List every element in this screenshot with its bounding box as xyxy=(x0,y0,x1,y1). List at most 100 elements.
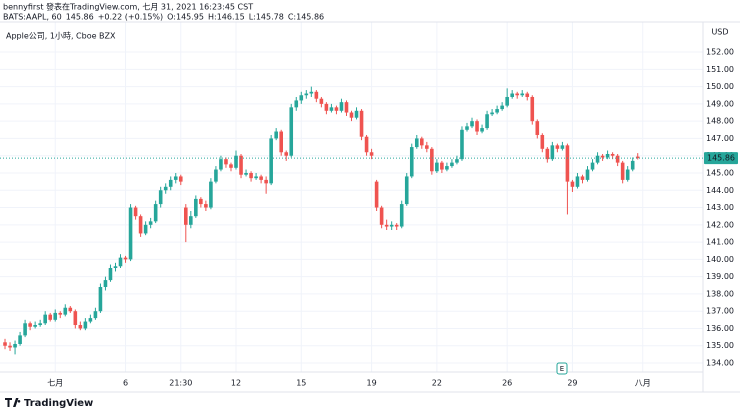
candle-body xyxy=(470,121,474,127)
candle-body xyxy=(620,162,625,180)
candle-body xyxy=(259,176,263,180)
candle-body xyxy=(414,138,419,148)
candle-body xyxy=(510,93,514,97)
candle-body xyxy=(118,257,123,267)
candle-body xyxy=(93,311,98,319)
candle-body xyxy=(28,323,32,327)
candle-body xyxy=(123,257,128,260)
candle-body xyxy=(249,172,253,179)
candle-body xyxy=(420,138,424,146)
x-tick-label: 21:30 xyxy=(169,379,192,388)
symbol: BATS:AAPL, 60 xyxy=(3,13,62,22)
candle-body xyxy=(520,93,525,96)
candle-body xyxy=(575,176,580,187)
candle-body xyxy=(239,155,243,175)
candle-body xyxy=(595,155,600,163)
candle-body xyxy=(33,325,37,327)
header-ohlc: O:145.95 xyxy=(167,13,204,22)
candle-body xyxy=(404,176,409,205)
x-tick-label: 6 xyxy=(123,379,128,388)
candle-body xyxy=(384,224,389,227)
candle-body xyxy=(113,266,118,269)
candle-body xyxy=(450,162,454,167)
candle-body xyxy=(334,107,339,111)
candle-body xyxy=(219,159,223,170)
header-ohlc: H:146.15 xyxy=(208,13,245,22)
candle-body xyxy=(58,312,63,315)
last-price-box xyxy=(704,152,738,165)
candle-body xyxy=(585,169,590,180)
candle-body xyxy=(369,152,374,156)
candle-body xyxy=(214,169,218,182)
x-tick-label: 29 xyxy=(567,379,577,388)
candle-body xyxy=(178,176,183,182)
candle-body xyxy=(344,102,349,113)
y-tick-label: 143.00 xyxy=(706,203,734,212)
header-ohlc: C:145.86 xyxy=(288,13,324,22)
candle-body xyxy=(580,176,585,180)
y-tick-label: 138.00 xyxy=(706,289,734,298)
event-box[interactable] xyxy=(556,362,568,375)
candle-body xyxy=(73,311,78,326)
candle-body xyxy=(304,93,309,96)
candle-body xyxy=(500,105,504,110)
candle-body xyxy=(294,100,299,108)
candle-body xyxy=(168,179,173,187)
candle-body xyxy=(68,307,73,312)
candle-body xyxy=(43,314,47,324)
candle-body xyxy=(3,342,7,346)
y-tick-label: 147.00 xyxy=(706,134,734,143)
candle-body xyxy=(244,172,248,175)
last-price-label: 145.86 xyxy=(707,154,735,163)
candle-body xyxy=(269,138,273,184)
candle-body xyxy=(204,204,208,208)
candle-body xyxy=(153,204,158,222)
candle-body xyxy=(590,162,595,170)
candle-body xyxy=(299,95,304,101)
candle-body xyxy=(279,131,283,153)
candle-body xyxy=(314,91,319,99)
candle-body xyxy=(274,131,278,139)
y-tick-label: 137.00 xyxy=(706,307,734,316)
x-tick-label: 12 xyxy=(231,379,241,388)
candle-body xyxy=(600,155,605,158)
candle-body xyxy=(329,107,334,111)
candle-body xyxy=(183,207,188,225)
candle-body xyxy=(199,198,203,205)
header-change: +0.22 (+0.15%) xyxy=(98,13,163,22)
logo-icon xyxy=(5,398,21,407)
candle-body xyxy=(460,129,464,160)
candle-body xyxy=(610,153,615,156)
candle-body xyxy=(475,121,479,132)
y-tick-label: 140.00 xyxy=(706,255,734,264)
candle-body xyxy=(158,190,163,205)
candle-body xyxy=(13,344,17,348)
candle-body xyxy=(229,164,233,168)
candle-body xyxy=(173,176,178,180)
y-tick-label: 144.00 xyxy=(706,186,734,195)
y-tick-label: 135.00 xyxy=(706,341,734,350)
x-tick-label: 15 xyxy=(296,379,306,388)
candle-body xyxy=(540,134,545,149)
candle-body xyxy=(409,147,414,177)
candle-body xyxy=(88,318,93,322)
y-tick-label: 141.00 xyxy=(706,238,734,247)
x-tick-label: 26 xyxy=(502,379,512,388)
candle-body xyxy=(555,145,560,149)
candle-body xyxy=(435,162,439,172)
y-tick-label: 136.00 xyxy=(706,324,734,333)
candle-body xyxy=(264,179,268,184)
candle-body xyxy=(465,126,469,130)
event-icon[interactable]: E xyxy=(556,362,568,375)
candle-body xyxy=(625,169,630,180)
event-marker[interactable]: E xyxy=(560,365,564,373)
candle-body xyxy=(133,207,138,217)
candle-body xyxy=(530,96,535,122)
candle-body xyxy=(535,121,540,135)
y-tick-label: 142.00 xyxy=(706,220,734,229)
candle-body xyxy=(440,162,444,170)
candle-body xyxy=(550,145,555,160)
candle-body xyxy=(78,325,83,329)
brand: TradingView xyxy=(24,398,93,409)
